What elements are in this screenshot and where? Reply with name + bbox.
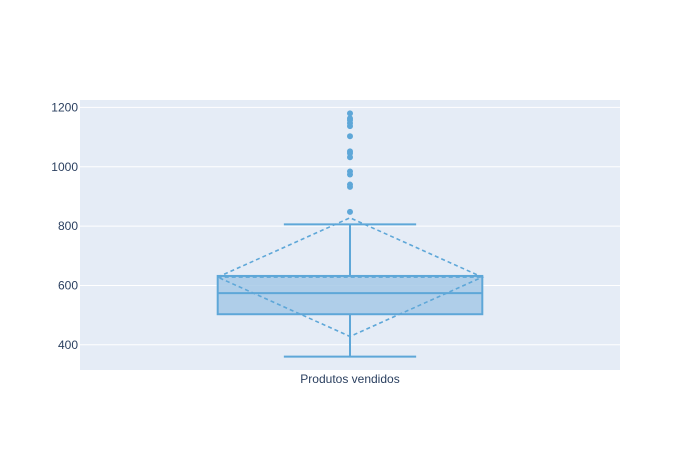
y-tick-label: 1200: [51, 100, 78, 114]
outlier-point: [347, 154, 353, 161]
iqr-box: [216, 274, 484, 316]
x-category-label: Produtos vendidos: [300, 372, 399, 386]
y-tick-label: 600: [58, 278, 78, 292]
outlier-point: [347, 115, 353, 122]
y-axis-ticks: 400 600 800 1000 1200: [51, 100, 78, 351]
outlier-point: [347, 168, 353, 175]
sd-diamond: [215, 216, 485, 338]
outlier-point: [347, 133, 353, 140]
y-tick-label: 800: [58, 219, 78, 233]
outlier-point: [347, 181, 353, 188]
outlier-point: [347, 148, 353, 155]
y-tick-label: 400: [58, 338, 78, 352]
box-trace: [215, 110, 485, 358]
y-tick-label: 1000: [51, 160, 78, 174]
outlier-point: [347, 208, 353, 215]
outlier-point: [347, 110, 353, 117]
